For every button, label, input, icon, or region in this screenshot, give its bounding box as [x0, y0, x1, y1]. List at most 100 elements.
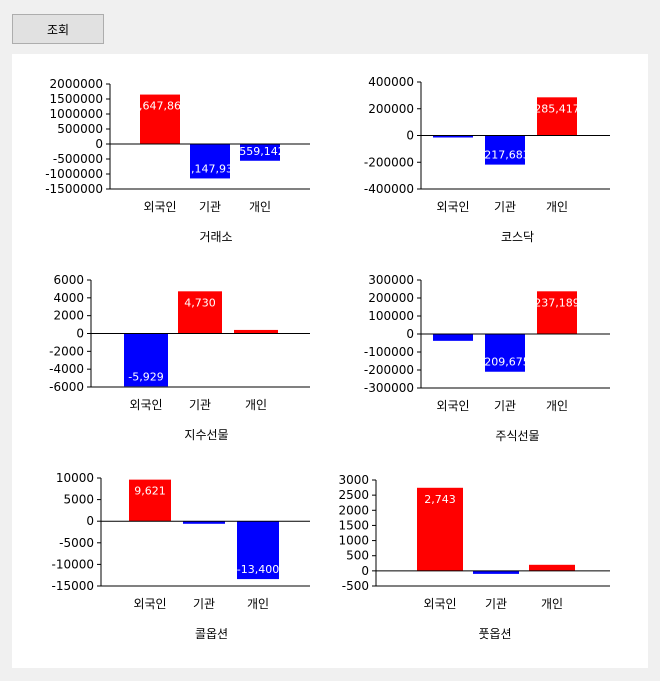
data-label: 2,743 — [424, 493, 456, 506]
y-tick-label: -2000 — [49, 344, 84, 358]
y-tick-label: -1500000 — [45, 182, 103, 196]
bar — [485, 334, 525, 372]
y-tick-label: -100000 — [364, 345, 414, 359]
data-label: 4,730 — [184, 296, 216, 309]
y-tick-label: 100000 — [368, 309, 414, 323]
y-tick-label: -4000 — [49, 362, 84, 376]
y-tick-label: 0 — [406, 129, 414, 143]
x-tick-label: 기관 — [199, 200, 221, 214]
y-tick-label: 1500 — [338, 518, 369, 532]
x-tick-label: 외국인 — [133, 597, 166, 611]
data-label: 237,189 — [534, 296, 580, 309]
chart-4: 300000 200000 100000 0 -100000 -200000 -300000… — [364, 273, 610, 443]
y-tick-label: -200000 — [364, 155, 414, 169]
x-tick-label: 외국인 — [143, 200, 176, 214]
x-tick-label: 외국인 — [423, 597, 456, 611]
x-tick-label: 개인 — [546, 399, 568, 413]
y-tick-label: 0 — [361, 564, 369, 578]
chart-title: 주식선물 — [495, 429, 539, 443]
y-tick-label: 2000000 — [50, 77, 103, 91]
y-tick-label: 6000 — [53, 273, 84, 287]
bar — [433, 135, 473, 138]
x-tick-label: 외국인 — [436, 399, 469, 413]
chart-3: 6000 4000 2000 0 -2000 -4000 -6000 -5,929 외국인 4,7… — [49, 273, 310, 442]
x-tick-label: 외국인 — [129, 398, 162, 412]
x-tick-label: 외국인 — [436, 200, 469, 214]
y-tick-label: -10000 — [51, 557, 94, 571]
chart-2: 400000 200000 0 -200000 -400000 외국인 -217,683 기관… — [364, 75, 610, 244]
y-tick-label: 500000 — [57, 122, 103, 136]
y-tick-label: 300000 — [368, 273, 414, 287]
chart-1: 2000000150000010000005000000-500000-1000… — [45, 77, 310, 244]
y-tick-label: 5000 — [63, 493, 94, 507]
data-label: -5,929 — [128, 370, 163, 383]
y-tick-label: 200000 — [368, 102, 414, 116]
bar — [178, 291, 222, 334]
data-label: 285,417 — [534, 102, 580, 115]
x-tick-label: 기관 — [193, 597, 215, 611]
bar — [237, 521, 279, 580]
y-tick-label: -500000 — [53, 152, 103, 166]
y-tick-label: -1000000 — [45, 167, 103, 181]
y-tick-label: 2000 — [338, 503, 369, 517]
data-label: 9,621 — [134, 485, 166, 498]
x-tick-label: 기관 — [494, 200, 516, 214]
bar — [485, 135, 525, 165]
x-tick-label: 기관 — [189, 398, 211, 412]
y-tick-label: 0 — [95, 137, 103, 151]
data-label: -1,147,937 — [180, 162, 240, 175]
y-tick-label: 200000 — [368, 291, 414, 305]
data-label: -559,142 — [235, 145, 284, 158]
y-tick-label: 0 — [86, 514, 94, 528]
y-tick-label: 10000 — [56, 471, 94, 485]
data-label: -209,675 — [480, 356, 529, 369]
bar — [473, 570, 519, 574]
x-tick-label: 개인 — [247, 597, 269, 611]
chart-title: 풋옵션 — [478, 627, 511, 641]
y-tick-label: 0 — [76, 327, 84, 341]
bar — [183, 521, 225, 524]
bar — [417, 487, 463, 571]
x-tick-label: 개인 — [546, 200, 568, 214]
y-tick-label: 2500 — [338, 488, 369, 502]
x-tick-label: 개인 — [249, 200, 271, 214]
bar — [190, 144, 230, 179]
y-tick-label: 1000 — [338, 534, 369, 548]
bar — [234, 329, 278, 334]
y-tick-label: 0 — [406, 327, 414, 341]
y-tick-label: -400000 — [364, 182, 414, 196]
bar — [537, 97, 577, 136]
bar — [124, 333, 168, 387]
y-tick-label: -5000 — [59, 536, 94, 550]
y-tick-label: 500 — [346, 549, 369, 563]
x-tick-label: 개인 — [541, 597, 563, 611]
x-tick-label: 개인 — [245, 398, 267, 412]
chart-title: 콜옵션 — [195, 627, 228, 641]
y-tick-label: 4000 — [53, 291, 84, 305]
bar — [129, 479, 171, 522]
y-tick-label: 3000 — [338, 473, 369, 487]
data-label: -217,683 — [480, 149, 529, 162]
chart-title: 거래소 — [199, 230, 232, 244]
query-button[interactable]: 조회 — [12, 14, 104, 44]
x-tick-label: 기관 — [485, 597, 507, 611]
y-tick-label: -200000 — [364, 363, 414, 377]
y-tick-label: 2000 — [53, 309, 84, 323]
y-tick-label: 1500000 — [50, 92, 103, 106]
y-tick-label: -15000 — [51, 579, 94, 593]
bar — [240, 144, 280, 161]
chart-title: 지수선물 — [184, 428, 228, 442]
y-tick-label: -300000 — [364, 381, 414, 395]
y-tick-label: -6000 — [49, 380, 84, 394]
chart-panel: 2000000 1500000 1000000 500000 0 -500000 -1000… — [12, 54, 648, 668]
bar — [529, 564, 575, 571]
y-tick-label: -500 — [342, 579, 369, 593]
data-label: 1,647,867 — [132, 100, 188, 113]
x-tick-label: 기관 — [494, 399, 516, 413]
bar — [433, 334, 473, 341]
y-tick-label: 400000 — [368, 75, 414, 89]
chart-title: 코스닥 — [501, 230, 534, 244]
y-tick-label: 1000000 — [50, 107, 103, 121]
bar — [537, 291, 577, 334]
charts-canvas: 2000000150000010000005000000-500000-1000… — [45, 75, 610, 641]
